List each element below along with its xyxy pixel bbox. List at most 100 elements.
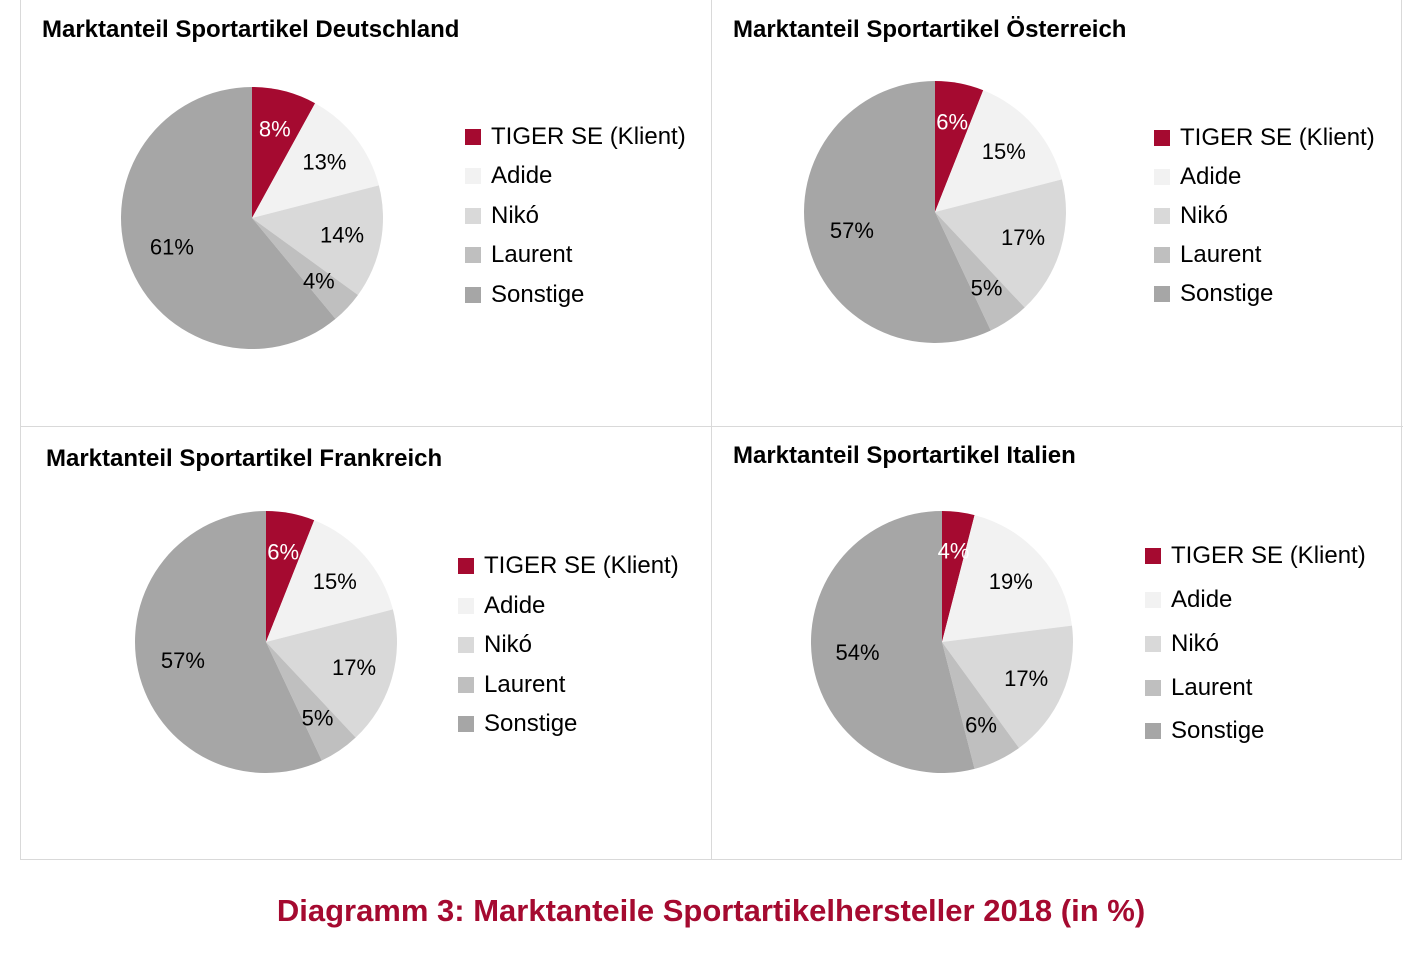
pie-slice-laurent — [252, 218, 358, 319]
chart-title: Marktanteil Sportartikel Österreich — [733, 16, 1127, 43]
legend-swatch — [1145, 680, 1161, 696]
pie-slice-laurent — [266, 642, 356, 761]
pie-data-label: 6% — [936, 109, 968, 134]
legend-item: Sonstige — [458, 709, 577, 739]
legend-item: Laurent — [1154, 240, 1261, 270]
legend-swatch — [458, 716, 474, 732]
legend-swatch — [1154, 286, 1170, 302]
chart-panel-deutschland: Marktanteil Sportartikel Deutschland 8% 1… — [21, 0, 711, 426]
pie-data-label: 15% — [313, 569, 357, 594]
legend-label: Nikó — [1180, 202, 1229, 229]
legend-swatch — [465, 247, 481, 263]
legend-swatch — [458, 637, 474, 653]
pie-chart-oesterreich: 6% 15% 17% 5% 57% — [804, 81, 1066, 343]
legend-label: Adide — [484, 592, 546, 619]
pie-chart-frankreich: 6% 15% 17% 5% 57% — [135, 511, 397, 773]
pie-data-label: 17% — [332, 655, 376, 680]
pie-slice-laurent — [942, 642, 1019, 769]
legend-swatch — [465, 287, 481, 303]
legend-item: Nikó — [1154, 201, 1228, 231]
legend-item: Laurent — [1145, 673, 1252, 703]
pie-data-label: 15% — [982, 139, 1026, 164]
grid-divider-horizontal — [21, 426, 1403, 427]
legend-item: Sonstige — [1154, 279, 1273, 309]
legend-item: Adide — [1154, 162, 1241, 192]
legend-label: Sonstige — [491, 281, 585, 308]
legend-item: Sonstige — [465, 280, 584, 310]
pie-data-label: 17% — [1004, 666, 1048, 691]
legend-swatch — [1154, 247, 1170, 263]
pie-slice-adide — [252, 103, 379, 218]
pie-data-label: 17% — [1001, 225, 1045, 250]
legend-swatch — [465, 129, 481, 145]
legend-swatch — [458, 677, 474, 693]
pie-data-label: 54% — [835, 640, 879, 665]
legend-label: Adide — [1180, 163, 1242, 190]
legend-label: Sonstige — [484, 710, 578, 737]
pie-data-label: 14% — [320, 223, 364, 248]
chart-title: Marktanteil Sportartikel Deutschland — [42, 16, 460, 43]
legend-swatch — [1145, 592, 1161, 608]
legend-label: TIGER SE (Klient) — [484, 552, 679, 579]
legend-swatch — [1154, 169, 1170, 185]
legend-label: Laurent — [1171, 674, 1253, 701]
pie-data-label: 5% — [971, 275, 1003, 300]
pie-chart-italien: 4% 19% 17% 6% 54% — [811, 511, 1073, 773]
chart-title: Marktanteil Sportartikel Frankreich — [46, 445, 443, 472]
pie-data-label: 6% — [267, 539, 299, 564]
pie-slice-tiger-se-klient — [252, 87, 316, 218]
legend-label: Sonstige — [1171, 717, 1265, 744]
pie-slice-nik — [942, 625, 1073, 748]
legend-item: Laurent — [458, 670, 565, 700]
legend-item: Nikó — [465, 201, 539, 231]
legend-item: TIGER SE (Klient) — [465, 122, 686, 152]
chart-panel-italien: Marktanteil Sportartikel Italien 4% 19% 17… — [712, 427, 1403, 860]
pie-data-label: 8% — [259, 117, 291, 142]
legend-label: Laurent — [484, 671, 566, 698]
figure-caption: Diagramm 3: Marktanteile Sportartikelher… — [276, 893, 1146, 928]
legend-item: Laurent — [465, 240, 572, 270]
legend-swatch — [1154, 208, 1170, 224]
pie-slice-nik — [252, 185, 383, 295]
legend-item: Adide — [465, 161, 552, 191]
legend-swatch — [1145, 548, 1161, 564]
legend-swatch — [1145, 723, 1161, 739]
legend-item: Adide — [458, 591, 545, 621]
pie-slice-sonstige — [811, 511, 975, 773]
legend-swatch — [1145, 636, 1161, 652]
legend-label: Adide — [491, 162, 553, 189]
legend-swatch — [458, 558, 474, 574]
legend-item: TIGER SE (Klient) — [1154, 123, 1375, 153]
legend-swatch — [465, 208, 481, 224]
legend-item: Adide — [1145, 585, 1232, 615]
legend-label: Nikó — [484, 631, 533, 658]
grid-divider-vertical — [711, 0, 712, 860]
legend-label: Laurent — [1180, 241, 1262, 268]
legend-item: Sonstige — [1145, 716, 1264, 746]
legend-label: Nikó — [491, 202, 540, 229]
legend-label: Adide — [1171, 586, 1233, 613]
legend-item: TIGER SE (Klient) — [1145, 541, 1366, 571]
legend-swatch — [458, 598, 474, 614]
legend-label: Laurent — [491, 241, 573, 268]
legend-label: TIGER SE (Klient) — [491, 123, 686, 150]
legend-label: TIGER SE (Klient) — [1180, 124, 1375, 151]
legend-item: Nikó — [458, 630, 532, 660]
pie-slice-sonstige — [120, 87, 336, 349]
pie-slice-nik — [266, 609, 397, 738]
pie-slice-adide — [935, 90, 1062, 212]
legend-label: TIGER SE (Klient) — [1171, 542, 1366, 569]
legend-swatch — [1154, 130, 1170, 146]
chart-panel-frankreich: Marktanteil Sportartikel Frankreich 6% 15… — [21, 427, 711, 860]
charts-grid: Marktanteil Sportartikel Deutschland 8% 1… — [20, 0, 1403, 860]
legend-item: Nikó — [1145, 629, 1219, 659]
pie-data-label: 6% — [965, 712, 997, 737]
pie-data-label: 19% — [989, 569, 1033, 594]
pie-slice-tiger-se-klient — [935, 81, 984, 212]
chart-title: Marktanteil Sportartikel Italien — [733, 442, 1076, 469]
pie-slice-adide — [266, 520, 393, 642]
chart-panel-oesterreich: Marktanteil Sportartikel Österreich 6% 15… — [712, 0, 1403, 426]
pie-data-label: 4% — [303, 268, 335, 293]
pie-data-label: 13% — [302, 149, 346, 174]
pie-slice-adide — [942, 515, 1072, 642]
